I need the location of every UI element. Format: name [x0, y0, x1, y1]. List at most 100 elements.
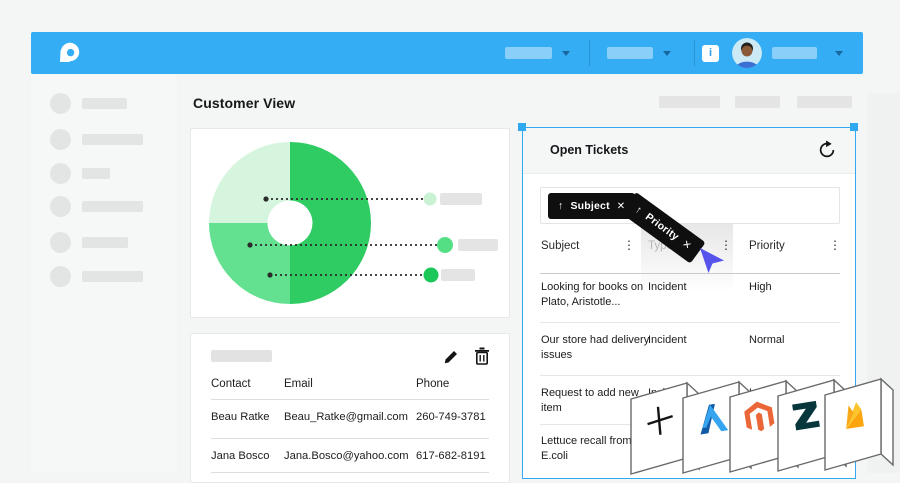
- row-divider: [211, 399, 489, 400]
- close-icon[interactable]: ✕: [680, 237, 694, 252]
- donut-chart: [209, 142, 498, 304]
- refresh-icon[interactable]: [817, 140, 837, 160]
- ticket-priority: Normal: [749, 334, 785, 346]
- arrow-up-icon: ↑: [632, 203, 645, 217]
- chevron-down-icon[interactable]: [663, 51, 671, 56]
- nav-dropdown-placeholder[interactable]: [505, 47, 552, 59]
- edit-pencil-icon[interactable]: [443, 348, 460, 365]
- sidebar-item-label-placeholder: [82, 134, 143, 145]
- close-icon[interactable]: ✕: [616, 200, 626, 212]
- sidebar-item-label-placeholder: [82, 168, 110, 179]
- info-icon[interactable]: i: [702, 45, 719, 62]
- col-header-subject[interactable]: Subject: [541, 240, 580, 252]
- sidebar-item[interactable]: [31, 196, 177, 220]
- header-action-placeholder[interactable]: [659, 96, 720, 108]
- leader-dot: [267, 272, 273, 278]
- sidebar-item-icon: [50, 129, 71, 150]
- contacts-col-phone: Phone: [416, 378, 450, 390]
- user-menu-placeholder[interactable]: [772, 47, 817, 59]
- app-topbar: i: [31, 32, 863, 74]
- sidebar-item-label-placeholder: [82, 201, 143, 212]
- magento-logo-icon: [744, 401, 775, 432]
- topbar-divider: [589, 40, 590, 66]
- ticket-type: Incident: [648, 281, 687, 293]
- sidebar-item-icon: [50, 163, 71, 184]
- sidebar-item[interactable]: [31, 163, 177, 187]
- contact-name: Jana Bosco: [211, 450, 270, 462]
- legend-label-placeholder: [458, 239, 498, 251]
- legend-label-placeholder: [440, 193, 482, 205]
- pie-chart-card: [190, 128, 510, 318]
- azure-logo-icon: [700, 403, 729, 435]
- chip-label: Subject: [570, 200, 610, 212]
- firebase-logo-icon: [846, 402, 864, 430]
- avatar-photo-icon: [732, 38, 762, 68]
- contact-email: Beau_Ratke@gmail.com: [284, 411, 408, 423]
- column-menu-icon[interactable]: ⋮: [829, 238, 841, 252]
- card-title-placeholder: [211, 350, 272, 362]
- integration-tile-firebase[interactable]: [823, 377, 897, 477]
- chevron-down-icon[interactable]: [562, 51, 570, 56]
- row-divider: [211, 438, 489, 439]
- sidebar-item-label-placeholder: [82, 98, 127, 109]
- open-tickets-widget[interactable]: Open Tickets ↑ Subject ✕ ↑ Priority ✕ Su…: [522, 127, 856, 479]
- sort-chip-subject[interactable]: ↑ Subject ✕: [548, 193, 636, 219]
- row-divider: [540, 322, 840, 323]
- ticket-subject: Lettuce recall from E.coli: [541, 435, 632, 462]
- pie-slice-large[interactable]: [290, 142, 371, 304]
- header-action-placeholder[interactable]: [735, 96, 780, 108]
- marketing-canvas: i Customer View: [31, 32, 894, 483]
- sidebar-item[interactable]: [31, 93, 177, 117]
- pie-slice-light[interactable]: [209, 142, 290, 223]
- contact-name: Beau Ratke: [211, 411, 270, 423]
- column-menu-icon[interactable]: ⋮: [623, 238, 635, 252]
- widget-title: Open Tickets: [550, 143, 629, 157]
- legend-label-placeholder: [441, 269, 475, 281]
- ticket-subject: Our store had delivery issues: [541, 334, 650, 361]
- zendesk-logo-icon: [792, 400, 820, 431]
- selection-handle[interactable]: [518, 123, 526, 131]
- arrow-up-icon: ↑: [558, 200, 564, 212]
- topbar-divider: [694, 40, 695, 66]
- selection-handle[interactable]: [850, 123, 858, 131]
- delete-trash-icon[interactable]: [474, 347, 490, 365]
- ticket-type: Incident: [648, 334, 687, 346]
- row-divider: [540, 375, 840, 376]
- contacts-col-email: Email: [284, 378, 313, 390]
- contact-email: Jana.Bosco@yahoo.com: [284, 450, 409, 462]
- ticket-subject: Request to add new item: [541, 387, 639, 414]
- col-header-priority[interactable]: Priority: [749, 240, 785, 252]
- sidebar-item[interactable]: [31, 129, 177, 153]
- chevron-down-icon[interactable]: [835, 51, 843, 56]
- sidebar-nav: [31, 74, 177, 473]
- contact-phone: 260-749-3781: [416, 411, 486, 423]
- contacts-col-contact: Contact: [211, 378, 251, 390]
- legend-dot-light: [423, 192, 437, 206]
- header-divider: [540, 273, 840, 274]
- leader-dot: [247, 242, 253, 248]
- mouse-cursor-icon: [700, 248, 724, 273]
- contacts-card: Contact Email Phone Beau Ratke Beau_Ratk…: [190, 333, 510, 483]
- nav-dropdown-placeholder[interactable]: [607, 47, 653, 59]
- donut-hole: [267, 200, 313, 246]
- sidebar-item-icon: [50, 266, 71, 287]
- sidebar-item-icon: [50, 196, 71, 217]
- sidebar-item-label-placeholder: [82, 237, 128, 248]
- widget-header: Open Tickets: [523, 128, 855, 174]
- legend-dot-medium: [437, 237, 453, 253]
- plus-icon: [647, 406, 673, 435]
- legend-dot-dark: [423, 267, 439, 283]
- column-menu-icon[interactable]: ⋮: [720, 238, 732, 252]
- ticket-priority: High: [749, 281, 772, 293]
- page-title: Customer View: [193, 95, 296, 111]
- sidebar-item-icon: [50, 232, 71, 253]
- header-action-placeholder[interactable]: [797, 96, 852, 108]
- app-logo-icon[interactable]: [57, 41, 81, 65]
- user-avatar[interactable]: [732, 38, 762, 68]
- sidebar-item[interactable]: [31, 266, 177, 290]
- pie-slice-medium[interactable]: [209, 223, 290, 304]
- leader-dot: [263, 196, 269, 202]
- sidebar-item[interactable]: [31, 232, 177, 256]
- sidebar-item-icon: [50, 93, 71, 114]
- sidebar-item-label-placeholder: [82, 271, 143, 282]
